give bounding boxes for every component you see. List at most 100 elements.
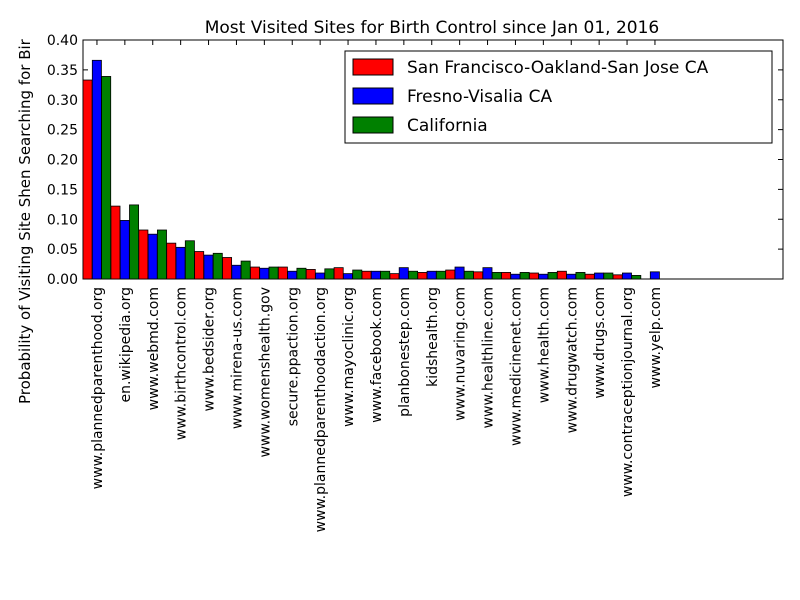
bar-series-2 xyxy=(538,273,549,280)
y-tick-label: 0.35 xyxy=(47,63,78,79)
legend-box xyxy=(344,50,773,144)
bar-series-3 xyxy=(575,272,586,280)
x-tick-label: www.healthline.com xyxy=(481,287,497,428)
x-tick-label: secure.ppaction.org xyxy=(285,287,301,426)
bar-series-2 xyxy=(91,59,102,280)
bar-series-2 xyxy=(566,273,577,280)
legend-swatch xyxy=(352,116,394,134)
bar-series-2 xyxy=(426,270,437,280)
x-tick-label: kidshealth.org xyxy=(425,287,441,387)
bars-group xyxy=(82,59,660,280)
bar-series-2 xyxy=(231,264,242,280)
bar-series-1 xyxy=(249,266,260,280)
bar-series-1 xyxy=(584,273,595,280)
bar-series-2 xyxy=(454,266,465,280)
x-tick-label: www.plannedparenthoodaction.org xyxy=(313,287,329,532)
bar-series-2 xyxy=(287,270,298,280)
bar-series-1 xyxy=(82,79,93,280)
bar-series-1 xyxy=(556,270,567,280)
x-tick-label: planbonestep.com xyxy=(397,287,413,417)
bar-series-3 xyxy=(380,270,391,280)
x-tick-label: www.bedsider.org xyxy=(202,287,218,411)
bar-series-2 xyxy=(510,273,521,280)
y-tick-label: 0.00 xyxy=(47,272,78,288)
bar-series-3 xyxy=(129,204,140,280)
y-tick-label: 0.40 xyxy=(47,33,78,49)
bar-series-3 xyxy=(184,240,195,280)
y-tick-label: 0.30 xyxy=(47,93,78,109)
bar-series-3 xyxy=(547,272,558,280)
x-axis-ticks: www.plannedparenthood.org en.wikipedia.or… xyxy=(90,40,664,532)
bar-series-1 xyxy=(445,269,456,280)
x-tick-label: www.health.com xyxy=(536,287,552,403)
bar-series-1 xyxy=(222,257,233,280)
bar-series-2 xyxy=(203,254,214,280)
bar-series-3 xyxy=(519,272,530,280)
bar-series-2 xyxy=(622,272,632,280)
x-tick-label: www.webmd.com xyxy=(146,287,162,410)
bar-series-1 xyxy=(501,272,512,280)
bar-series-3 xyxy=(603,272,614,280)
x-tick-label: www.drugwatch.com xyxy=(564,287,580,433)
x-tick-label: www.birthcontrol.com xyxy=(174,287,190,440)
bar-series-2 xyxy=(119,220,130,280)
legend: San Francisco-Oakland-San Jose CA Fresno-… xyxy=(344,50,773,144)
bar-series-3 xyxy=(435,270,446,280)
bar-series-2 xyxy=(482,267,493,280)
x-tick-label: www.mayoclinic.org xyxy=(341,287,357,427)
bar-series-1 xyxy=(612,274,623,280)
bar-series-1 xyxy=(333,267,344,280)
chart-title: Most Visited Sites for Birth Control sin… xyxy=(205,18,660,38)
bar-series-1 xyxy=(166,242,177,280)
bar-series-1 xyxy=(277,266,288,280)
bar-series-3 xyxy=(631,275,642,280)
bar-series-3 xyxy=(463,270,474,280)
x-tick-label: www.plannedparenthood.org xyxy=(90,287,106,489)
x-tick-label: www.facebook.com xyxy=(369,287,385,423)
bar-series-1 xyxy=(389,273,400,280)
bar-series-3 xyxy=(101,76,112,280)
x-tick-label: www.medicinenet.com xyxy=(508,287,524,446)
bar-series-3 xyxy=(240,260,251,280)
bar-series-1 xyxy=(473,271,484,280)
x-tick-label: www.nuvaring.com xyxy=(453,287,469,421)
x-tick-label: www.womenshealth.gov xyxy=(257,287,273,457)
bar-series-1 xyxy=(138,229,149,280)
bar-series-1 xyxy=(417,272,428,280)
x-tick-label: www.mirena-us.com xyxy=(229,287,245,429)
bar-series-3 xyxy=(156,229,167,280)
bar-series-3 xyxy=(324,268,335,280)
y-tick-label: 0.25 xyxy=(47,123,78,139)
bar-series-1 xyxy=(529,272,539,280)
y-axis-label-group: Probability of Visiting Site Shen Search… xyxy=(16,38,34,404)
bar-series-1 xyxy=(194,251,205,280)
bar-series-1 xyxy=(361,270,372,280)
bar-series-2 xyxy=(370,270,381,280)
y-axis-label: Probability of Visiting Site Shen Search… xyxy=(16,38,34,404)
bar-series-3 xyxy=(212,252,223,280)
legend-label: Fresno-Visalia CA xyxy=(407,87,552,107)
bar-series-2 xyxy=(398,267,409,280)
bar-series-2 xyxy=(147,233,158,280)
x-tick-label: www.contraceptionjournal.org xyxy=(620,287,636,497)
legend-label: California xyxy=(407,116,488,136)
bar-series-2 xyxy=(259,267,270,280)
bar-series-2 xyxy=(315,272,326,280)
bar-series-1 xyxy=(110,205,121,280)
bar-series-3 xyxy=(491,272,502,280)
bar-series-3 xyxy=(408,270,419,280)
bar-series-3 xyxy=(352,269,363,280)
y-tick-label: 0.10 xyxy=(47,212,78,228)
x-tick-label: www.drugs.com xyxy=(592,287,608,399)
x-tick-label: www.yelp.com xyxy=(648,287,664,389)
legend-swatch xyxy=(352,58,394,76)
y-tick-label: 0.15 xyxy=(47,182,78,198)
legend-label: San Francisco-Oakland-San Jose CA xyxy=(407,58,709,78)
bar-series-3 xyxy=(268,266,279,280)
bar-series-2 xyxy=(342,273,353,280)
legend-swatch xyxy=(352,87,394,105)
x-tick-label: en.wikipedia.org xyxy=(118,287,134,403)
bar-series-2 xyxy=(649,271,660,280)
y-tick-label: 0.05 xyxy=(47,242,78,258)
y-tick-label: 0.20 xyxy=(47,153,78,169)
